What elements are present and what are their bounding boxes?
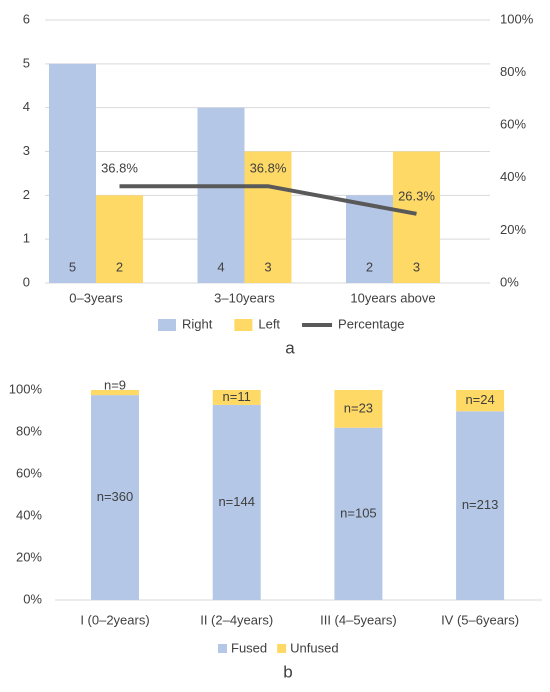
bar-segment	[334, 390, 383, 428]
y-tick-label: 4	[23, 99, 30, 114]
bar	[393, 151, 440, 283]
y2-tick-label: 40%	[500, 169, 526, 184]
bar-label: 3	[264, 259, 271, 274]
segment-label: n=24	[465, 392, 494, 407]
y-tick-label: 3	[23, 143, 30, 158]
legend-swatch	[158, 319, 176, 331]
bar	[96, 195, 143, 283]
legend-swatch	[218, 644, 227, 653]
bar-segment	[91, 395, 139, 600]
bar-label: 3	[413, 259, 420, 274]
y2-tick-label: 20%	[500, 222, 526, 237]
legend-label: Left	[258, 316, 280, 331]
y-tick-label: 100%	[9, 381, 43, 396]
bar-segment	[212, 390, 261, 405]
legend-label: Percentage	[338, 316, 405, 331]
segment-label: n=105	[340, 505, 377, 520]
y-tick-label: 20%	[16, 549, 42, 564]
y-tick-label: 60%	[16, 465, 42, 480]
bar-segment	[456, 390, 505, 412]
bar-segment	[456, 411, 505, 600]
line-label: 26.3%	[398, 188, 435, 203]
segment-label: n=144	[218, 494, 255, 509]
bar	[49, 63, 96, 284]
line-label: 36.8%	[250, 161, 287, 176]
line	[119, 184, 417, 216]
legend-label: Fused	[231, 640, 267, 655]
y-tick-label: 1	[23, 231, 30, 246]
caption: b	[283, 662, 292, 681]
segment-label: n=360	[97, 489, 134, 504]
bar-label: 2	[366, 259, 373, 274]
x-tick-label: I (0–2years)	[80, 612, 149, 627]
y-tick-label: 80%	[16, 423, 42, 438]
x-tick-label: 0–3years	[69, 290, 123, 305]
segment-label: n=213	[462, 497, 499, 512]
bar	[197, 107, 245, 284]
y-tick-label: 0	[23, 274, 30, 289]
y2-tick-label: 80%	[500, 64, 526, 79]
y-tick-label: 6	[23, 11, 30, 26]
legend-swatch	[277, 644, 287, 653]
bar-label: 5	[69, 259, 76, 274]
segment-label: n=9	[104, 377, 126, 392]
legend-label: Right	[182, 316, 213, 331]
x-tick-label: III (4–5years)	[320, 612, 397, 627]
y-tick-label: 0%	[23, 591, 42, 606]
bar	[244, 151, 292, 283]
y-tick-label: 5	[23, 55, 30, 70]
line-label: 36.8%	[101, 161, 138, 176]
bar-segment	[334, 427, 383, 600]
y2-tick-label: 0%	[500, 274, 519, 289]
segment-label: n=11	[223, 389, 251, 404]
segment-label: n=23	[344, 400, 373, 415]
legend-swatch	[234, 319, 253, 331]
bar-segment	[212, 404, 261, 600]
x-tick-label: IV (5–6years)	[441, 612, 519, 627]
y-tick-label: 40%	[16, 507, 42, 522]
bar-label: 2	[116, 259, 123, 274]
y-tick-label: 2	[23, 187, 30, 202]
x-tick-label: 10years above	[350, 290, 435, 305]
x-tick-label: II (2–4years)	[200, 612, 273, 627]
x-tick-label: 3–10years	[214, 290, 275, 305]
y2-tick-label: 100%	[500, 11, 534, 26]
bar-segment	[91, 390, 139, 396]
bar-label: 4	[217, 259, 224, 274]
y2-tick-label: 60%	[500, 117, 526, 132]
caption: a	[285, 338, 295, 357]
legend-label: Unfused	[290, 640, 338, 655]
